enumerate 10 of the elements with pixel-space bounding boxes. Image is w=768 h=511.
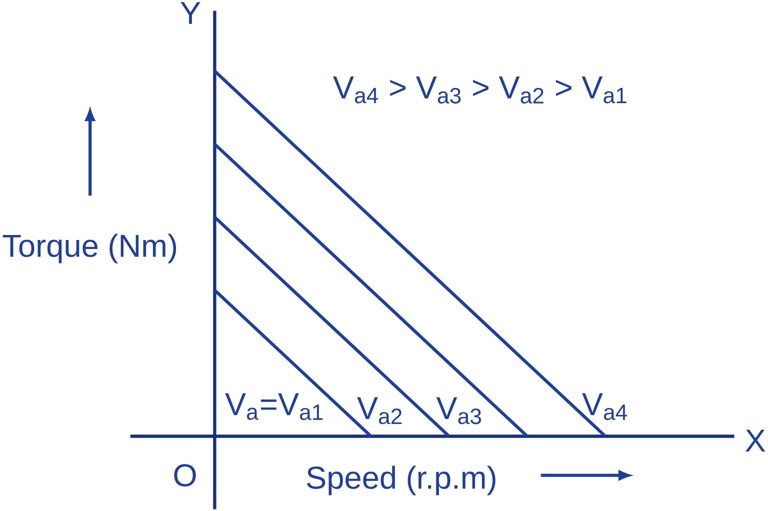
series-label: V$_{a3}$ (436, 397, 482, 424)
text: X (745, 430, 766, 452)
text: Y (180, 2, 200, 24)
text: O (174, 464, 196, 487)
series-label: V$_{a4}$ (582, 393, 628, 420)
series-label: V$_{a}$=V$_{a1}$ (225, 393, 323, 420)
series-label: V$_{a2}$ (357, 397, 402, 424)
annotation: V$_{a4}$ > V$_{a3}$ > V$_{a2}$ > V$_{a1}$ (333, 76, 626, 104)
x-axis-title: Speed (r.p.m) (306, 466, 496, 496)
y-axis-title: Torque (Nm) (2, 234, 176, 264)
